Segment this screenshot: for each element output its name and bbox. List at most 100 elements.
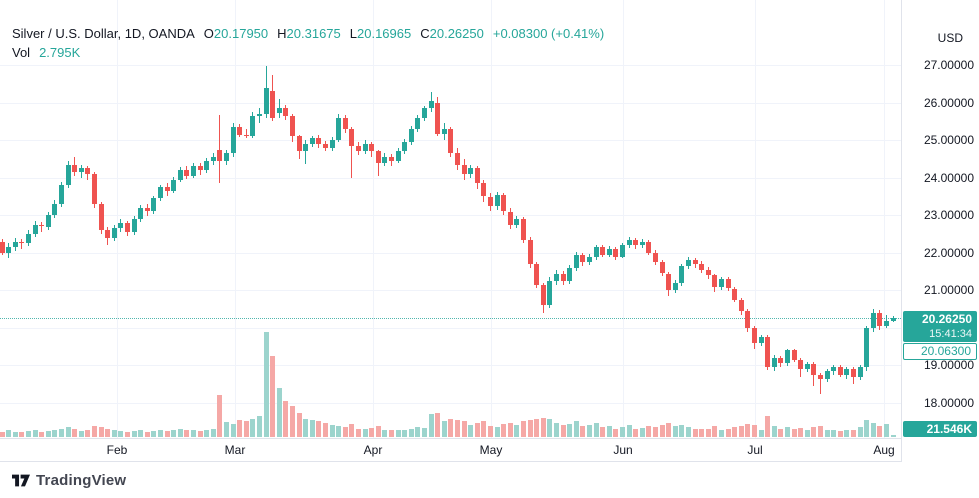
volume-bar — [666, 422, 672, 437]
volume-bar — [507, 422, 513, 437]
volume-bar — [72, 428, 78, 437]
volume-bar — [573, 421, 579, 437]
volume-bar — [32, 430, 38, 437]
candle-body — [824, 371, 830, 379]
volume-bar — [890, 435, 896, 437]
price-gridline — [0, 403, 901, 404]
price-gridline — [0, 327, 901, 329]
volume-bar — [745, 423, 751, 437]
volume-bar — [593, 422, 599, 437]
volume-bar — [600, 427, 606, 437]
volume-bar — [421, 428, 427, 437]
tradingview-logo-icon — [12, 474, 30, 486]
candle-body — [798, 359, 804, 370]
candle-body — [276, 108, 282, 114]
candle-body — [784, 350, 790, 364]
candle-body — [732, 288, 738, 300]
candle-body — [184, 170, 190, 176]
volume-bar — [751, 425, 757, 437]
time-axis[interactable]: Feb Mar Apr May Jun Jul Aug — [0, 438, 979, 462]
candle-body — [395, 151, 401, 161]
volume-bar — [718, 429, 724, 437]
candle-body — [355, 145, 361, 152]
candle-body — [52, 204, 58, 216]
candle-body — [263, 88, 269, 114]
candle-body — [296, 136, 302, 151]
candle-body — [25, 234, 31, 244]
candle-body — [738, 299, 744, 311]
volume-bar — [441, 421, 447, 437]
candle-body — [157, 187, 163, 199]
candle-body — [45, 215, 51, 227]
candle-body — [105, 230, 111, 238]
bar-close-countdown: 15:41:34 — [929, 328, 972, 340]
candle-body — [771, 357, 777, 368]
symbol-title[interactable]: Silver / U.S. Dollar, 1D, OANDA — [12, 26, 195, 41]
candle-body — [197, 166, 203, 171]
candle-body — [250, 115, 256, 137]
volume-bar — [850, 429, 856, 437]
volume-bar — [12, 431, 18, 437]
volume-bar — [111, 429, 117, 437]
volume-bar — [85, 429, 91, 437]
volume-bar — [52, 429, 58, 437]
volume-bar — [408, 428, 414, 437]
volume-bar — [468, 425, 474, 437]
volume-bar — [586, 425, 592, 437]
price-axis-label: 26.00000 — [923, 95, 974, 110]
candle-body — [705, 269, 711, 276]
candle-body — [501, 194, 507, 212]
candle-body — [870, 312, 876, 328]
candle-body — [837, 367, 843, 375]
price-axis[interactable]: USD 20.26250 15:41:34 20.06300 21.546K 2… — [901, 0, 979, 462]
volume-bar — [553, 422, 559, 437]
volume-bar — [606, 426, 612, 437]
month-gridline — [235, 0, 236, 438]
candle-body — [402, 142, 408, 152]
volume-bar — [613, 428, 619, 437]
volume-bar — [342, 427, 348, 437]
volume-bar — [105, 428, 111, 437]
candle-body — [877, 312, 883, 326]
symbol-legend[interactable]: Silver / U.S. Dollar, 1D, OANDA O20.1795… — [12, 24, 604, 62]
volume-bar — [303, 419, 309, 437]
volume-axis-badge: 21.546K — [903, 421, 977, 437]
candle-body — [751, 327, 757, 343]
candle-body — [204, 160, 210, 171]
chart-pane[interactable]: Silver / U.S. Dollar, 1D, OANDA O20.1795… — [0, 0, 901, 438]
volume-bar — [501, 423, 507, 437]
volume-bar — [197, 431, 203, 437]
candle-body — [817, 374, 823, 379]
volume-bar — [217, 395, 223, 437]
candle-body — [111, 228, 117, 238]
candle-body — [454, 153, 460, 165]
candle-body — [388, 157, 394, 161]
price-gridline — [0, 252, 901, 254]
month-gridline — [373, 0, 374, 438]
volume-bar — [98, 427, 104, 437]
tradingview-logo[interactable]: TradingView — [12, 472, 126, 489]
volume-bar — [256, 416, 262, 437]
candle-body — [98, 204, 104, 231]
candle-body — [600, 247, 606, 255]
volume-bar — [580, 426, 586, 437]
volume-bar — [210, 428, 216, 437]
volume-bar — [283, 401, 289, 437]
candle-body — [309, 138, 315, 144]
candle-body — [507, 211, 513, 225]
time-axis-label: May — [479, 443, 503, 457]
candle-body — [171, 179, 177, 191]
candle-body — [303, 143, 309, 151]
candle-body — [487, 196, 493, 206]
candle-body — [369, 143, 375, 152]
volume-bar — [877, 426, 883, 437]
month-gridline — [623, 0, 624, 438]
volume-bar — [705, 428, 711, 437]
candle-body — [65, 164, 71, 186]
candle-body — [580, 254, 586, 263]
volume-bar — [758, 429, 764, 437]
candle-body — [725, 279, 731, 289]
candle-body — [685, 260, 691, 266]
candle-body — [78, 168, 84, 173]
